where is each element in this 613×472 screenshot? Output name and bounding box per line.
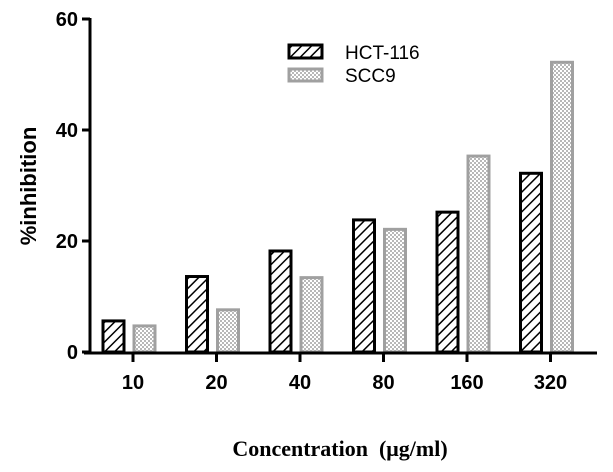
- x-tick-label-320: 320: [534, 372, 567, 394]
- bar-scc9-10: [132, 324, 157, 354]
- x-ticks: 10 20 40 80 160 320: [122, 353, 567, 394]
- legend: HCT-116 SCC9: [287, 43, 420, 87]
- y-axis-label: %inhibition: [16, 127, 41, 246]
- legend-item-hct-116: HCT-116: [287, 43, 420, 64]
- bar-scc9-40: [299, 276, 324, 354]
- bar-scc9-20: [216, 308, 240, 354]
- bar-hct-116-20: [185, 275, 209, 354]
- bar-scc9-80: [383, 227, 407, 354]
- legend-swatch-scc9: [287, 67, 324, 83]
- x-tick-label-40: 40: [289, 372, 311, 394]
- x-axis-label: Concentration (μg/ml): [232, 436, 447, 461]
- bar-hct-116-10: [101, 319, 126, 354]
- bar-hct-116-80: [352, 218, 376, 354]
- y-tick-label-40: 40: [56, 120, 78, 142]
- bar-hct-116-40: [268, 249, 293, 354]
- bar-scc9-320: [550, 60, 574, 354]
- x-tick-label-10: 10: [122, 372, 144, 394]
- y-ticks: 0 20 40 60: [56, 9, 90, 364]
- y-tick-label-0: 0: [67, 342, 78, 364]
- legend-item-scc9: SCC9: [287, 66, 396, 87]
- x-tick-label-20: 20: [205, 372, 227, 394]
- y-tick-label-60: 60: [56, 9, 78, 31]
- bars-group: [101, 60, 574, 354]
- x-tick-label-80: 80: [372, 372, 394, 394]
- x-tick-label-160: 160: [450, 372, 483, 394]
- y-tick-label-20: 20: [56, 231, 78, 253]
- legend-label-scc9: SCC9: [345, 66, 396, 87]
- bar-scc9-160: [466, 154, 491, 354]
- bar-hct-116-320: [519, 171, 543, 354]
- legend-label-hct-116: HCT-116: [345, 43, 420, 64]
- legend-swatch-hct-116: [287, 43, 324, 60]
- bar-hct-116-160: [435, 210, 460, 354]
